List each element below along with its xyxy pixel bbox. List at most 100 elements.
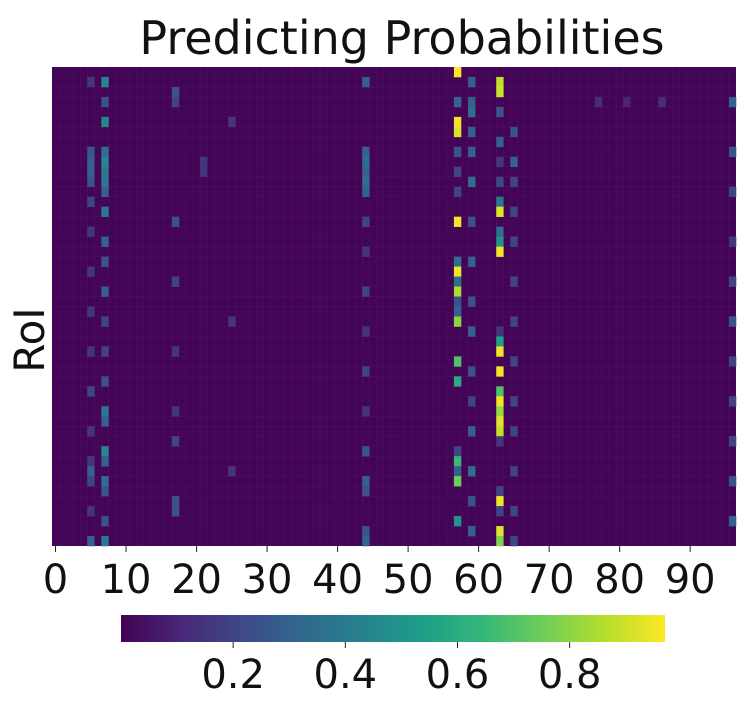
- x-tick-label: 80: [594, 557, 645, 603]
- heatmap-cell: [496, 506, 504, 517]
- heatmap-cell: [171, 436, 180, 447]
- heatmap-cell: [362, 286, 370, 297]
- heatmap-cell: [468, 366, 476, 377]
- colorbar-tick-label: 0.4: [314, 652, 378, 698]
- heatmap-cell: [468, 146, 476, 158]
- heatmap-cell: [101, 186, 109, 198]
- heatmap-cell: [496, 426, 504, 437]
- heatmap-cell: [87, 466, 95, 477]
- heatmap-cell: [496, 536, 504, 547]
- heatmap-cell: [87, 196, 95, 208]
- heatmap-cell: [510, 316, 518, 327]
- heatmap-cell: [496, 246, 504, 257]
- heatmap-cell: [101, 406, 109, 417]
- heatmap-cell: [453, 516, 462, 527]
- y-axis-label: RoI: [5, 307, 54, 372]
- heatmap-cell: [171, 506, 180, 517]
- heatmap-cell: [228, 116, 236, 128]
- heatmap-cell: [362, 536, 370, 547]
- heatmap-cell: [453, 126, 462, 138]
- x-tick-label: 20: [171, 557, 222, 603]
- heatmap-cell: [510, 126, 518, 138]
- heatmap-cell: [101, 96, 109, 108]
- heatmap-cell: [228, 466, 236, 477]
- x-tick-label: 90: [665, 557, 716, 603]
- heatmap-cell: [362, 326, 370, 337]
- heatmap-cell: [510, 396, 518, 407]
- heatmap-cell: [728, 146, 737, 158]
- x-tick-label: 10: [101, 557, 152, 603]
- heatmap-cell: [101, 156, 109, 168]
- heatmap-cell: [728, 276, 737, 287]
- x-tick-label: 60: [453, 557, 504, 603]
- heatmap-cell: [468, 396, 476, 407]
- heatmap-cell: [510, 206, 518, 217]
- heatmap-cell: [362, 246, 370, 257]
- heatmap-cell: [362, 176, 370, 188]
- heatmap-cell: [623, 96, 631, 108]
- heatmap-cell: [101, 236, 109, 247]
- heatmap-cell: [510, 236, 518, 247]
- heatmap-cell: [658, 96, 666, 108]
- heatmap-cell: [87, 386, 95, 397]
- colorbar-tick-label: 0.6: [426, 652, 490, 698]
- heatmap-cell: [101, 146, 109, 158]
- heatmap-cell: [453, 67, 462, 78]
- heatmap-cell: [468, 296, 476, 307]
- x-tick-label: 70: [524, 557, 575, 603]
- heatmap-cell: [87, 176, 95, 188]
- heatmap-cell: [87, 456, 95, 467]
- heatmap-cell: [362, 76, 370, 88]
- heatmap-cell: [87, 476, 95, 487]
- heatmap-cell: [468, 106, 476, 118]
- heatmap-cell: [468, 496, 476, 507]
- heatmap-cell: [87, 506, 95, 517]
- x-tick-label: 30: [242, 557, 293, 603]
- heatmap-cell: [728, 476, 737, 487]
- heatmap-cell: [468, 76, 476, 88]
- heatmap-cell: [728, 356, 737, 367]
- heatmap-cell: [510, 466, 518, 477]
- heatmap-cell: [496, 106, 504, 118]
- heatmap-cell: [362, 156, 370, 168]
- colorbar-tick-label: 0.8: [538, 652, 602, 698]
- heatmap-cell: [101, 256, 109, 267]
- heatmap-cell: [728, 316, 737, 327]
- heatmap-cell: [101, 76, 109, 88]
- heatmap-cell: [362, 486, 370, 497]
- heatmap-cell: [171, 86, 180, 98]
- heatmap-cell: [468, 126, 476, 138]
- heatmap-cell: [101, 486, 109, 497]
- colorbar-tick-label: 0.2: [201, 652, 265, 698]
- heatmap-cell: [87, 156, 95, 168]
- heatmap-cell: [362, 366, 370, 377]
- heatmap-cell: [200, 156, 208, 168]
- heatmap-cell: [362, 146, 370, 158]
- heatmap-cell: [362, 406, 370, 417]
- heatmap-cell: [101, 176, 109, 188]
- heatmap-cell: [468, 526, 476, 537]
- heatmap-cell: [87, 166, 95, 178]
- heatmap-cell: [87, 536, 95, 547]
- heatmap-cell: [496, 396, 504, 407]
- heatmap-cell: [101, 116, 109, 128]
- heatmap-cell: [468, 326, 476, 337]
- heatmap-cell: [510, 156, 518, 168]
- heatmap-cell: [362, 526, 370, 537]
- heatmap-cell: [496, 206, 504, 217]
- heatmap-cell: [496, 416, 504, 427]
- heatmap-background: [52, 67, 736, 546]
- heatmap-cell: [87, 266, 95, 277]
- heatmap-cell: [510, 276, 518, 287]
- heatmap-cell: [87, 346, 95, 357]
- heatmap-cell: [496, 486, 504, 497]
- heatmap-cell: [171, 216, 180, 227]
- heatmap-cell: [496, 156, 504, 168]
- heatmap-cell: [496, 346, 504, 357]
- heatmap-cell: [728, 236, 737, 247]
- heatmap-cell: [728, 436, 737, 447]
- heatmap-cell: [453, 256, 462, 267]
- heatmap-cell: [496, 196, 504, 208]
- heatmap-cell: [362, 216, 370, 227]
- heatmap-cell: [468, 466, 476, 477]
